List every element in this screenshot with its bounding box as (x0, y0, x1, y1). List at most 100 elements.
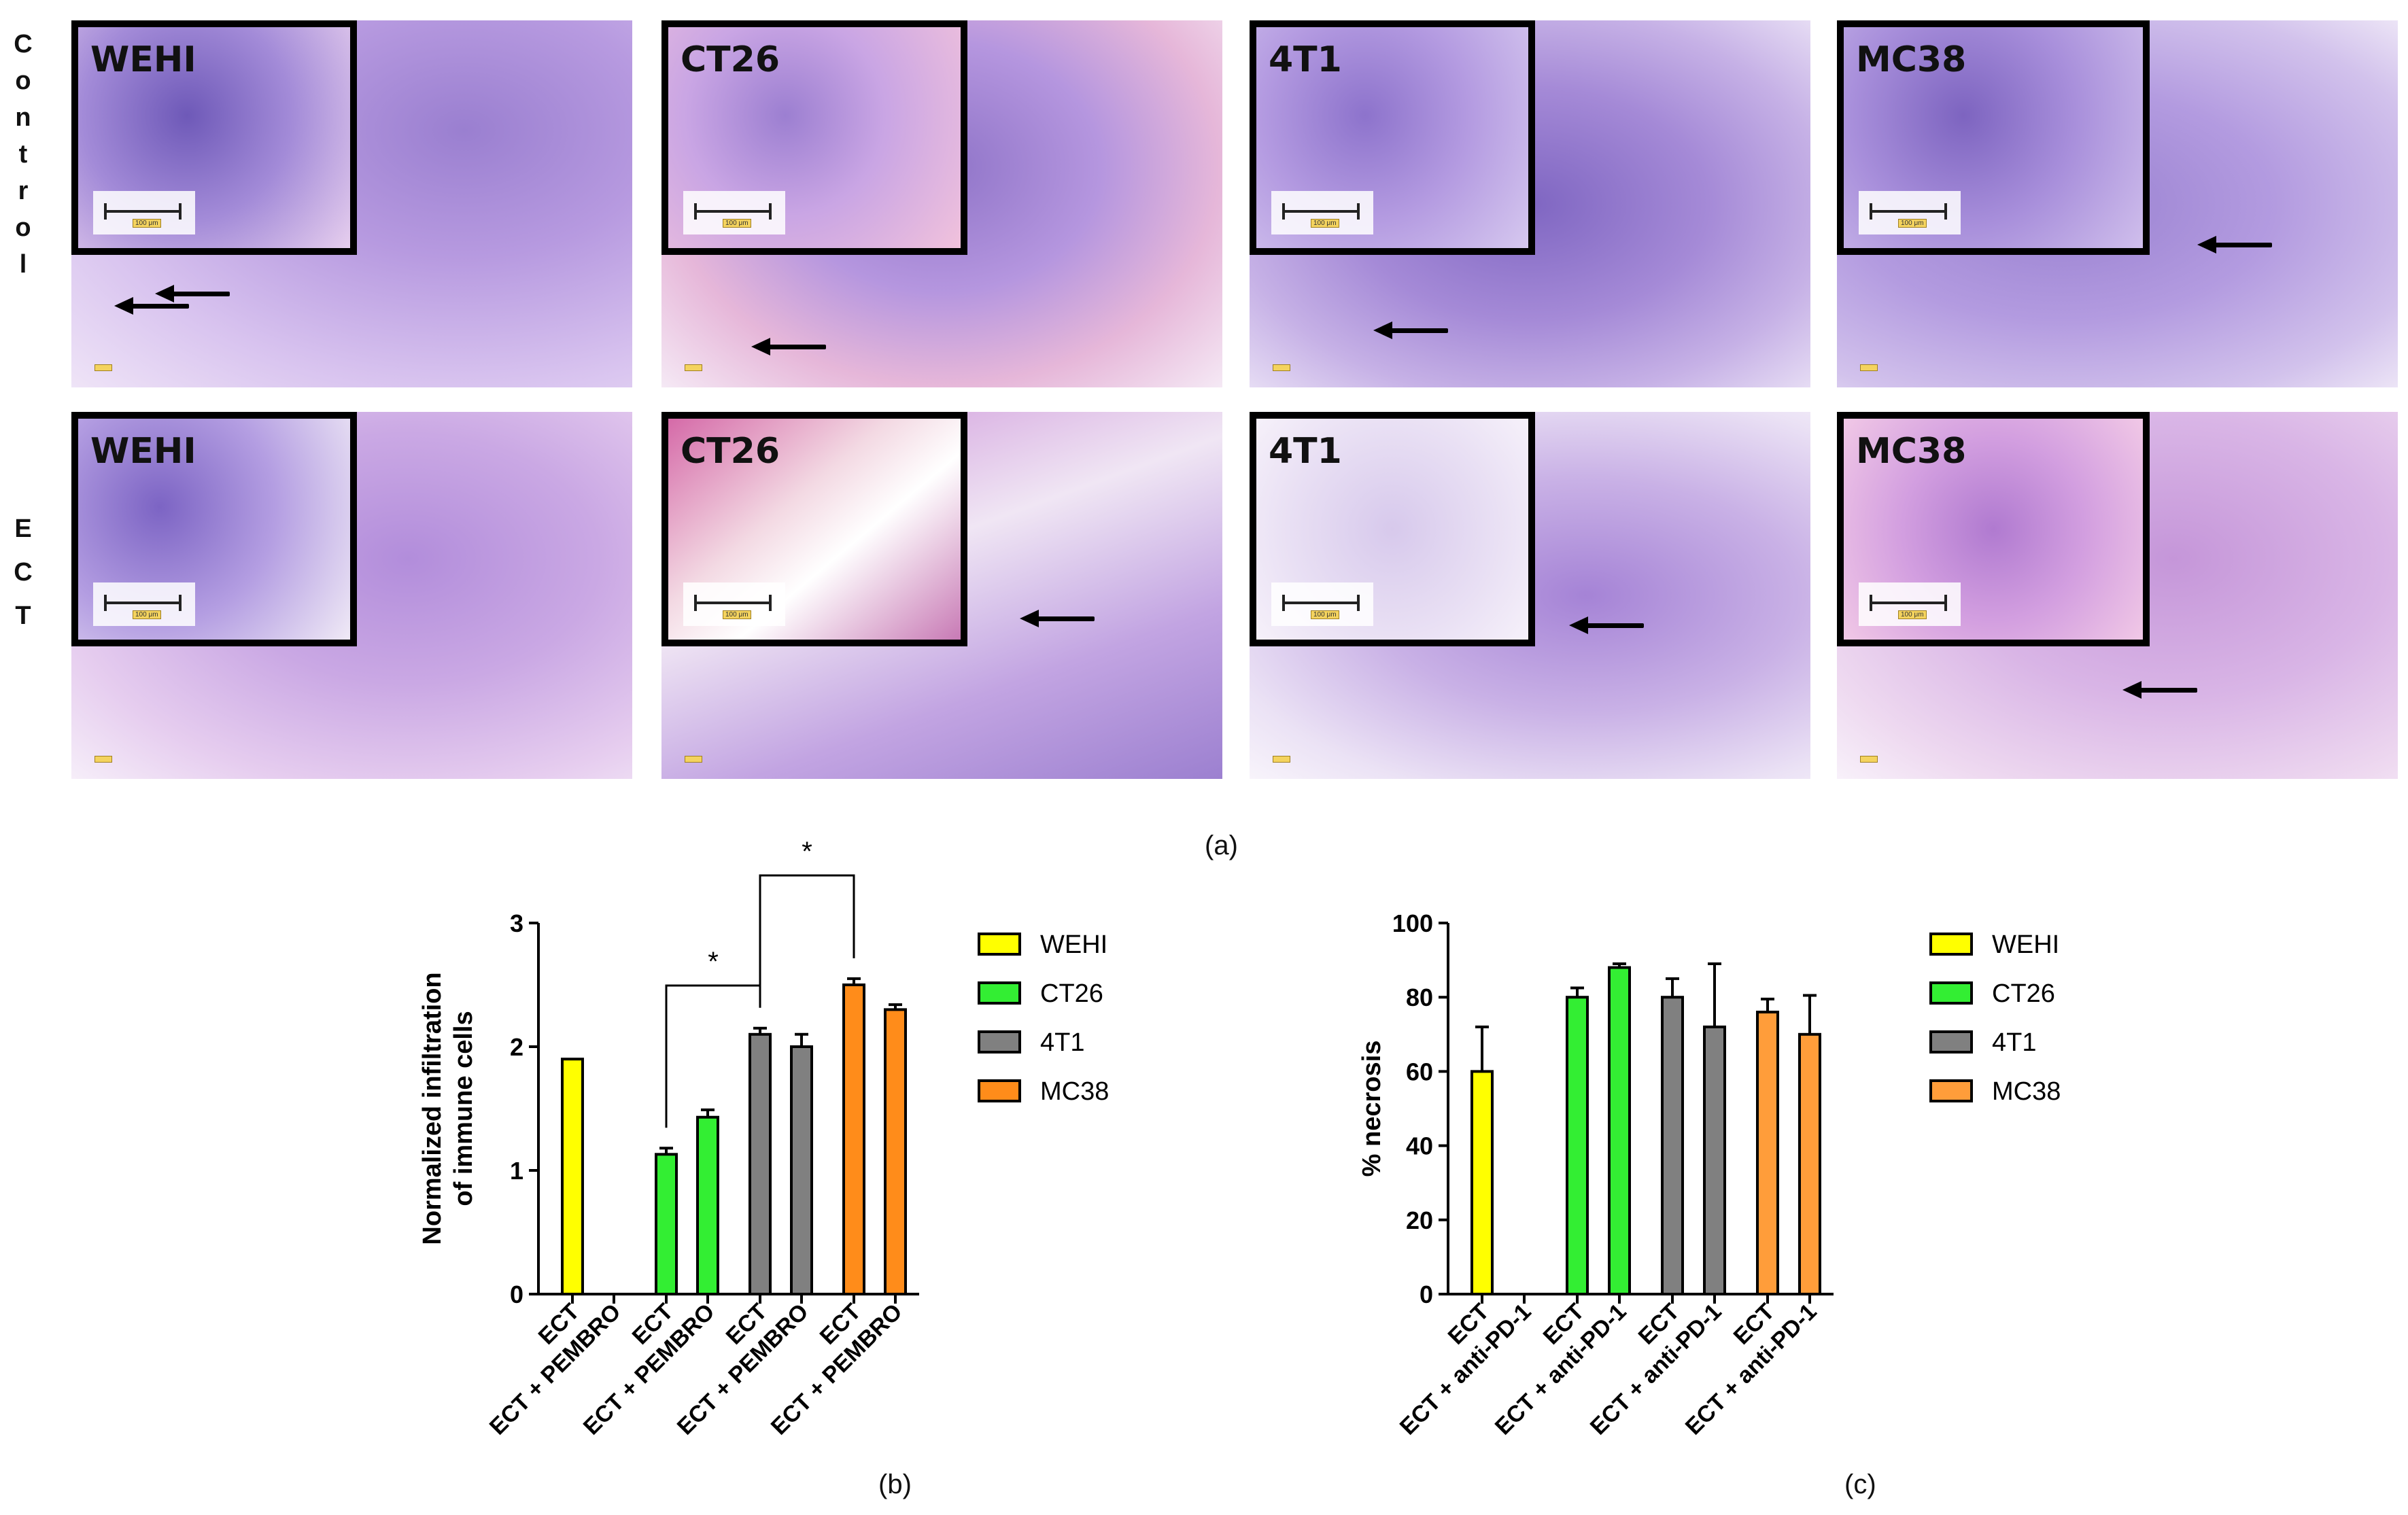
bar-ct26-ect (1566, 996, 1589, 1295)
scale-bar-label: 100 μm (1311, 219, 1339, 228)
significance-bracket (759, 874, 855, 1007)
row-label-letter: T (15, 602, 31, 630)
row-label-letter: E (14, 515, 32, 543)
bar-mc38-combo (1798, 1032, 1821, 1295)
inset-zoom: WEHI 100 μm (71, 20, 357, 255)
row-label-letter: r (18, 177, 29, 205)
scale-bar-label: 100 μm (133, 610, 161, 619)
histology-panel-ect-wehi: WEHI 100 μm (71, 412, 632, 779)
row-label-letter: o (15, 213, 31, 242)
arrow-head-icon (2197, 236, 2216, 254)
scale-bar (1870, 203, 1947, 220)
row-label-letter: C (14, 30, 33, 58)
legend-label: MC38 (1040, 1077, 1109, 1106)
cell-line-label: CT26 (681, 39, 780, 80)
bar-mc38-ect (842, 983, 865, 1295)
scale-bar-label: 100 μm (1311, 610, 1339, 619)
histology-panel-ect-mc38: MC38 100 μm (1837, 412, 2398, 779)
arrow-head-icon (751, 338, 770, 355)
arrow-shaft (1390, 328, 1448, 333)
scale-tag (685, 756, 702, 763)
scale-tag (1860, 756, 1878, 763)
histology-panel-control-ct26: CT26 100 μm (661, 20, 1222, 387)
legend-swatch (978, 981, 1021, 1005)
significance-star: * (708, 947, 719, 977)
arrow-shaft (768, 345, 826, 349)
bar-ct26-combo (1608, 966, 1631, 1296)
bar-wehi-ect (561, 1058, 584, 1295)
histology-panel-control-wehi: WEHI 100 μm (71, 20, 632, 387)
scale-bar (694, 595, 772, 611)
y-axis-label-line: of immune cells (449, 1011, 478, 1206)
inset-zoom: MC38 100 μm (1837, 20, 2150, 255)
scale-bar (1870, 595, 1947, 611)
significance-star: * (802, 837, 812, 867)
y-axis-label: Normalized infiltration of immune cells (418, 972, 478, 1244)
scale-tag (685, 364, 702, 371)
histology-panel-control-mc38: MC38 100 μm (1837, 20, 2398, 387)
y-axis-label: % necrosis (1358, 1041, 1386, 1177)
arrow-shaft (171, 292, 230, 296)
cell-line-label: WEHI (90, 431, 196, 472)
scale-tag (1273, 756, 1290, 763)
arrow-head-icon (114, 297, 133, 315)
scale-tag (94, 364, 112, 371)
histology-panel-ect-4t1: 4T1 100 μm (1250, 412, 1810, 779)
arrow-shaft (131, 304, 189, 309)
cell-line-label: 4T1 (1269, 431, 1342, 472)
y-tick-label: 40 (1406, 1132, 1433, 1160)
bar-ct26-ect (655, 1153, 678, 1296)
scale-bar (1282, 203, 1360, 220)
row-label-letter: C (14, 558, 33, 587)
arrow-head-icon (2122, 681, 2142, 699)
cell-line-label: MC38 (1856, 39, 1967, 80)
y-tick-label: 0 (510, 1281, 523, 1308)
arrow-head-icon (1373, 321, 1392, 339)
scale-bar (104, 203, 182, 220)
arrow-shaft (2139, 688, 2197, 693)
arrow-shaft (2214, 243, 2272, 247)
y-axis-label-line: Normalized infiltration (418, 972, 447, 1244)
y-tick-label: 0 (1420, 1281, 1433, 1308)
bar-4t1-ect (1661, 996, 1684, 1295)
cell-line-label: WEHI (90, 39, 196, 80)
bar-4t1-combo (790, 1045, 813, 1295)
row-label-letter: n (15, 103, 31, 132)
caption-a: (a) (1205, 831, 1238, 860)
row-label-letter: l (19, 250, 27, 279)
bar-wehi-ect (1470, 1070, 1494, 1295)
y-tick-label: 80 (1406, 983, 1433, 1011)
y-tick-label: 20 (1406, 1206, 1433, 1234)
inset-zoom: MC38 100 μm (1837, 412, 2150, 646)
scale-bar-label: 100 μm (723, 610, 751, 619)
inset-zoom: 4T1 100 μm (1250, 20, 1535, 255)
scale-bar (1282, 595, 1360, 611)
y-tick-label: 2 (510, 1033, 523, 1061)
y-tick-label: 1 (510, 1157, 523, 1185)
cell-line-label: 4T1 (1269, 39, 1342, 80)
scale-tag (1860, 364, 1878, 371)
chart-b-immune-infiltration: Normalized infiltration of immune cells 0 1… (418, 837, 1109, 1440)
legend-swatch (1929, 981, 1973, 1005)
scale-bar-label: 100 μm (1898, 219, 1927, 228)
y-tick-label: 3 (510, 909, 523, 937)
legend-swatch (1929, 1030, 1973, 1053)
bar-mc38-ect (1756, 1011, 1779, 1295)
legend-label: 4T1 (1992, 1028, 2036, 1057)
inset-zoom: CT26 100 μm (661, 412, 967, 646)
y-tick-label: 60 (1406, 1058, 1433, 1085)
scale-bar (694, 203, 772, 220)
legend-swatch (978, 1030, 1021, 1053)
caption-b: (b) (878, 1469, 912, 1499)
arrow-shaft (1036, 616, 1095, 621)
scale-bar-label: 100 μm (1898, 610, 1927, 619)
legend-swatch (978, 1079, 1021, 1102)
bar-ct26-combo (696, 1115, 719, 1295)
legend-label: CT26 (1040, 979, 1103, 1008)
cell-line-label: CT26 (681, 431, 780, 472)
inset-zoom: WEHI 100 μm (71, 412, 357, 646)
scale-bar (104, 595, 182, 611)
